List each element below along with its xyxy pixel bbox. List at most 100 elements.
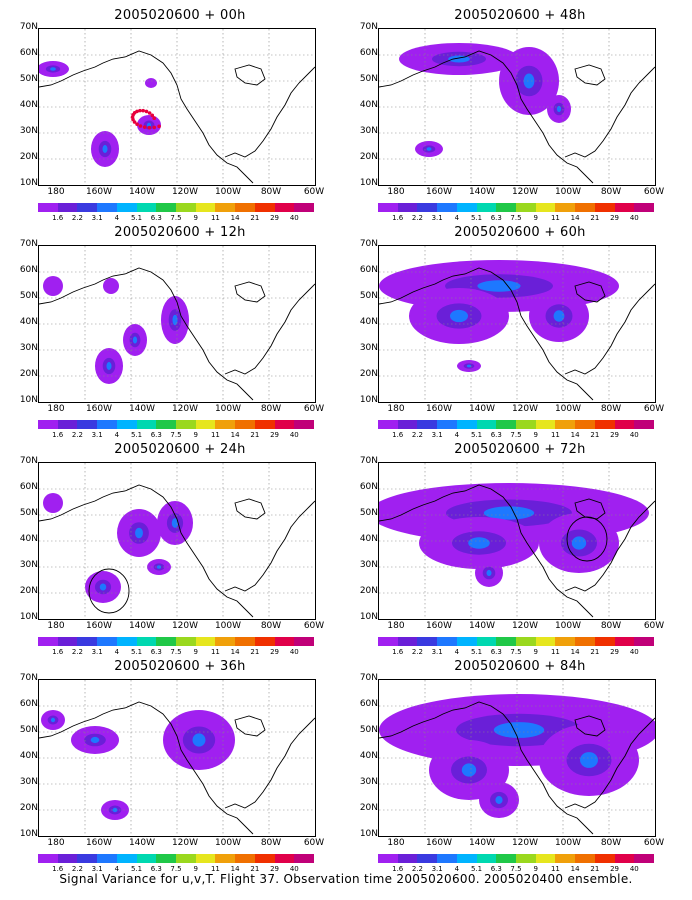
x-axis-label: 180 bbox=[47, 838, 65, 848]
colorbar-label: 1.6 bbox=[52, 865, 64, 873]
colorbar-label: 5.1 bbox=[130, 865, 143, 873]
colorbar-label: 1.6 bbox=[392, 865, 404, 873]
y-axis-label: 60N bbox=[19, 265, 38, 275]
colorbar-segment bbox=[254, 203, 275, 212]
panel-title: 2005020600 + 12h bbox=[114, 225, 246, 240]
y-axis-label: 40N bbox=[359, 100, 378, 110]
colorbar-segment bbox=[97, 637, 117, 646]
variance-region-core bbox=[172, 314, 178, 326]
colorbar-label: 40 bbox=[289, 648, 299, 656]
map-plot-area bbox=[38, 28, 316, 186]
colorbar-label: 40 bbox=[629, 865, 639, 873]
variance-region-core bbox=[466, 364, 472, 368]
great-lakes-outline bbox=[234, 715, 266, 737]
x-axis-label: 80W bbox=[260, 838, 282, 848]
panel-title: 2005020600 + 36h bbox=[114, 659, 246, 674]
figure-caption: Signal Variance for u,v,T. Flight 37. Ob… bbox=[59, 872, 633, 886]
colorbar-label: 14 bbox=[570, 214, 580, 222]
colorbar-label: 2.2 bbox=[411, 865, 423, 873]
colorbar-segment bbox=[496, 420, 517, 429]
variance-region-core bbox=[132, 336, 138, 344]
colorbar-segment bbox=[535, 637, 556, 646]
map-panel-p60: 2005020600 + 60h 70N 60N 50N 40N 30N 20N 10N 180… bbox=[350, 225, 690, 440]
x-axis-label: 180 bbox=[387, 187, 405, 197]
coastline bbox=[379, 50, 594, 184]
y-axis-label: 60N bbox=[359, 265, 378, 275]
y-axis-label: 10N bbox=[19, 829, 38, 839]
colorbar-segment bbox=[476, 637, 497, 646]
map-panel-p24: 2005020600 + 24h 70N 60N 50N 40N 30N 20N 10N 180… bbox=[10, 442, 350, 657]
map-plot-area bbox=[378, 679, 656, 837]
y-axis-label: 50N bbox=[19, 291, 38, 301]
x-axis-label: 60W bbox=[303, 838, 325, 848]
coastline bbox=[224, 717, 315, 809]
colorbar-label: 14 bbox=[570, 431, 580, 439]
x-axis-label: 140W bbox=[128, 621, 156, 631]
y-axis-label: 40N bbox=[19, 317, 38, 327]
y-axis-label: 10N bbox=[19, 395, 38, 405]
colorbar-label: 29 bbox=[270, 431, 280, 439]
y-axis-label: 30N bbox=[359, 560, 378, 570]
y-axis-label: 50N bbox=[19, 725, 38, 735]
x-axis-label: 180 bbox=[387, 621, 405, 631]
map-plot-area bbox=[378, 462, 656, 620]
colorbar-label: 21 bbox=[590, 865, 600, 873]
colorbar-segment bbox=[456, 420, 477, 429]
colorbar-label: 5.1 bbox=[470, 214, 483, 222]
x-axis-label: 60W bbox=[643, 187, 665, 197]
colorbar-segment bbox=[634, 637, 655, 646]
y-axis-label: 70N bbox=[359, 239, 378, 249]
colorbar-segment bbox=[575, 203, 595, 212]
map-panel-p72: 2005020600 + 72h 70N 60N 50N 40N 30N 20N 10N 180… bbox=[350, 442, 690, 657]
colorbar-label: 4 bbox=[454, 865, 460, 873]
colorbar-segment bbox=[235, 420, 255, 429]
y-axis-label: 30N bbox=[19, 126, 38, 136]
colorbar-segment bbox=[417, 203, 438, 212]
y-axis-label: 30N bbox=[19, 343, 38, 353]
colorbar-segment bbox=[476, 420, 497, 429]
colorbar-segment bbox=[136, 203, 157, 212]
colorbar-label: 9 bbox=[193, 648, 198, 656]
colorbar-label: 29 bbox=[610, 648, 620, 656]
colorbar-label: 9 bbox=[533, 865, 538, 873]
great-lakes-outline bbox=[574, 281, 606, 303]
colorbar-segment bbox=[294, 854, 315, 863]
variance-region-core bbox=[486, 569, 492, 577]
y-axis-label: 50N bbox=[19, 508, 38, 518]
colorbar-label: 11 bbox=[550, 214, 560, 222]
x-axis-label: 80W bbox=[600, 838, 622, 848]
colorbar-label: 29 bbox=[270, 648, 280, 656]
colorbar-label: 5.1 bbox=[130, 214, 143, 222]
flight-track-point bbox=[142, 125, 147, 129]
x-axis-label: 120W bbox=[511, 404, 539, 414]
y-axis-label: 10N bbox=[359, 395, 378, 405]
map-plot-area bbox=[38, 679, 316, 837]
colorbar-segment bbox=[38, 854, 58, 863]
flight-track-point bbox=[152, 125, 157, 130]
colorbar-segment bbox=[116, 854, 137, 863]
x-axis-label: 160W bbox=[85, 404, 113, 414]
x-axis-label: 120W bbox=[171, 838, 199, 848]
variance-region-core bbox=[50, 717, 56, 723]
variance-region bbox=[145, 78, 157, 88]
colorbar bbox=[378, 420, 655, 429]
x-axis-label: 100W bbox=[554, 187, 582, 197]
colorbar-segment bbox=[496, 203, 517, 212]
colorbar-label: 11 bbox=[210, 431, 220, 439]
variance-region-core bbox=[571, 536, 587, 550]
panel-title: 2005020600 + 00h bbox=[114, 8, 246, 23]
colorbar-label: 1.6 bbox=[52, 431, 64, 439]
x-axis-label: 100W bbox=[214, 187, 242, 197]
colorbar bbox=[378, 854, 655, 863]
panel-title: 2005020600 + 60h bbox=[454, 225, 586, 240]
colorbar-segment bbox=[38, 420, 58, 429]
panel-title: 2005020600 + 24h bbox=[114, 442, 246, 457]
colorbar-label: 7.5 bbox=[170, 865, 182, 873]
colorbar-segment bbox=[294, 203, 315, 212]
colorbar-label: 29 bbox=[610, 865, 620, 873]
colorbar-label: 3.1 bbox=[431, 214, 443, 222]
x-axis-label: 100W bbox=[554, 404, 582, 414]
colorbar-label: 14 bbox=[570, 865, 580, 873]
colorbar-label: 40 bbox=[289, 431, 299, 439]
colorbar-segment bbox=[38, 637, 58, 646]
